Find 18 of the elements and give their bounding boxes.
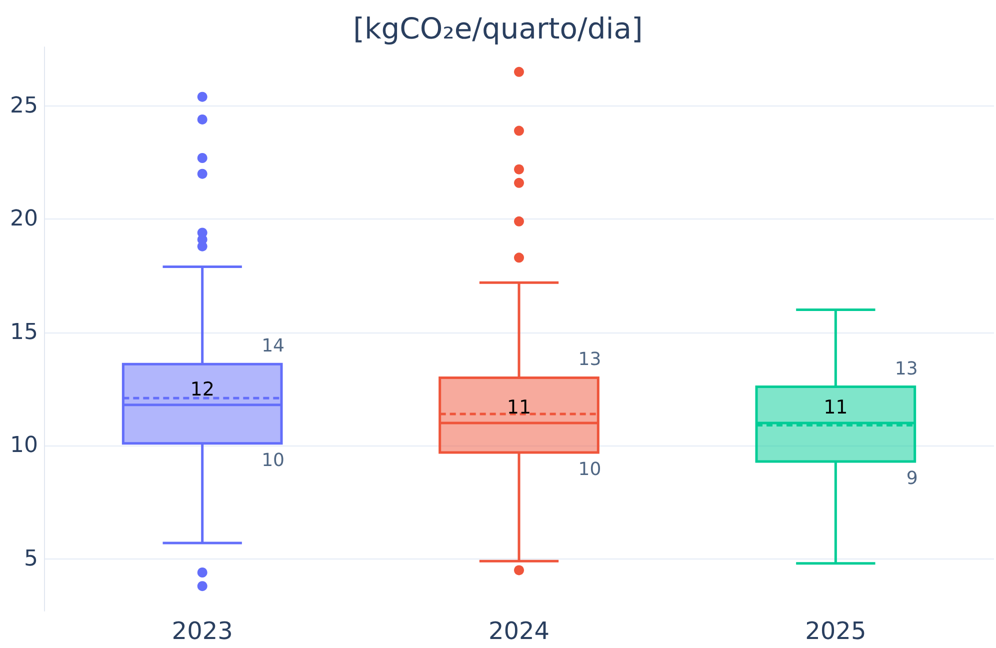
chart-title: [kgCO₂e/quarto/dia]	[353, 12, 643, 46]
annotation: 13	[578, 349, 602, 370]
annotation: 10	[262, 450, 284, 471]
annotation: 12	[190, 378, 214, 400]
y-tick-label: 5	[24, 546, 38, 572]
annotation: 9	[906, 468, 918, 490]
y-tick-label: 20	[10, 206, 38, 232]
y-tick-label: 10	[10, 433, 38, 458]
x-tick-label: 2025	[805, 617, 866, 645]
y-tick-label: 25	[10, 93, 38, 118]
y-tick-label: 15	[10, 320, 38, 345]
x-tick-label: 2024	[488, 617, 550, 645]
x-tick-label: 2023	[172, 617, 233, 645]
annotation: 11	[824, 396, 848, 418]
annotation: 10	[578, 458, 602, 480]
annotation: 11	[506, 396, 532, 418]
annotation: 13	[894, 358, 918, 380]
annotation: 14	[262, 336, 284, 357]
